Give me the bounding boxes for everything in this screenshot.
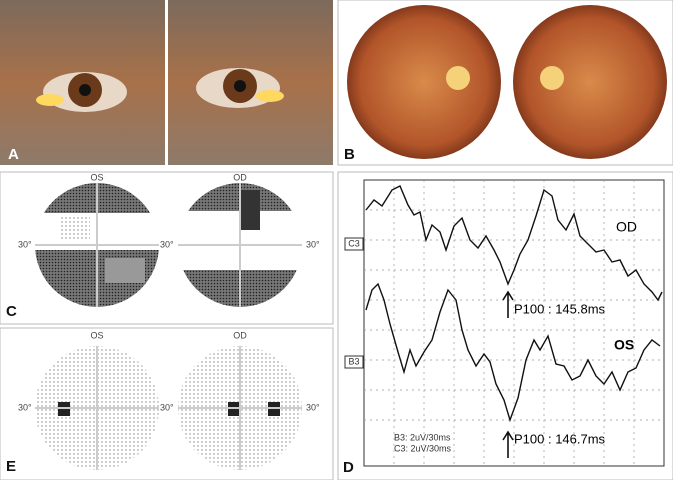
vep-trace-os [365, 282, 661, 423]
eye-label: OS [90, 330, 103, 340]
scale-label: C3: 2uV/30ms [394, 443, 452, 453]
channel-box [344, 237, 364, 251]
eye-label: OD [233, 330, 247, 340]
panel-label: C [6, 303, 17, 320]
panel-label: E [6, 458, 16, 475]
fundus-photo [347, 5, 501, 159]
panel-d: C3 B3 OD OS P100 : 145.8ms P100 : 146.7m… [337, 171, 673, 480]
channel-label: C3 [348, 238, 360, 248]
vep-trace-od [365, 185, 663, 302]
angle-label: 30° [160, 239, 174, 249]
angle-label: 30° [160, 402, 174, 412]
eye-label: OD [233, 172, 247, 182]
optic-disc [446, 66, 470, 90]
angle-label: 30° [306, 402, 320, 412]
panel-label: D [343, 459, 354, 476]
channel-box [344, 355, 364, 369]
p100-label: P100 : 145.8ms [514, 301, 606, 316]
light [256, 90, 284, 102]
arrow [502, 430, 514, 458]
scale-label: B3: 2uV/30ms [394, 432, 451, 442]
panel-b: B [337, 0, 673, 166]
angle-label: 30° [18, 402, 32, 412]
panel-e: OS OD 30° 30° 30° E [0, 327, 334, 480]
panel-label: A [8, 146, 19, 163]
fundus-photo [513, 5, 667, 159]
optic-disc [540, 66, 564, 90]
p100-label: P100 : 146.7ms [514, 431, 606, 446]
panel-a: A [0, 0, 333, 165]
channel-label: B3 [348, 356, 359, 366]
angle-label: 30° [18, 239, 32, 249]
panel-label: B [344, 146, 355, 163]
pupil [234, 80, 246, 92]
pupil [79, 84, 91, 96]
eye-label: OS [614, 337, 634, 353]
eye-label: OS [90, 172, 103, 182]
arrow [502, 290, 514, 318]
light [36, 94, 64, 106]
eye-label: OD [616, 219, 637, 235]
angle-label: 30° [306, 239, 320, 249]
panel-c: OS OD 30° 30° 30° C [0, 171, 334, 325]
